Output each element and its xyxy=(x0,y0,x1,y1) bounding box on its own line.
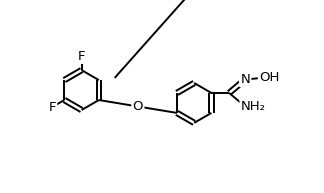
Text: F: F xyxy=(49,101,56,113)
Text: NH₂: NH₂ xyxy=(241,100,266,113)
Text: OH: OH xyxy=(259,71,280,84)
Text: O: O xyxy=(133,100,143,113)
Text: F: F xyxy=(78,50,85,63)
Text: N: N xyxy=(240,73,250,86)
